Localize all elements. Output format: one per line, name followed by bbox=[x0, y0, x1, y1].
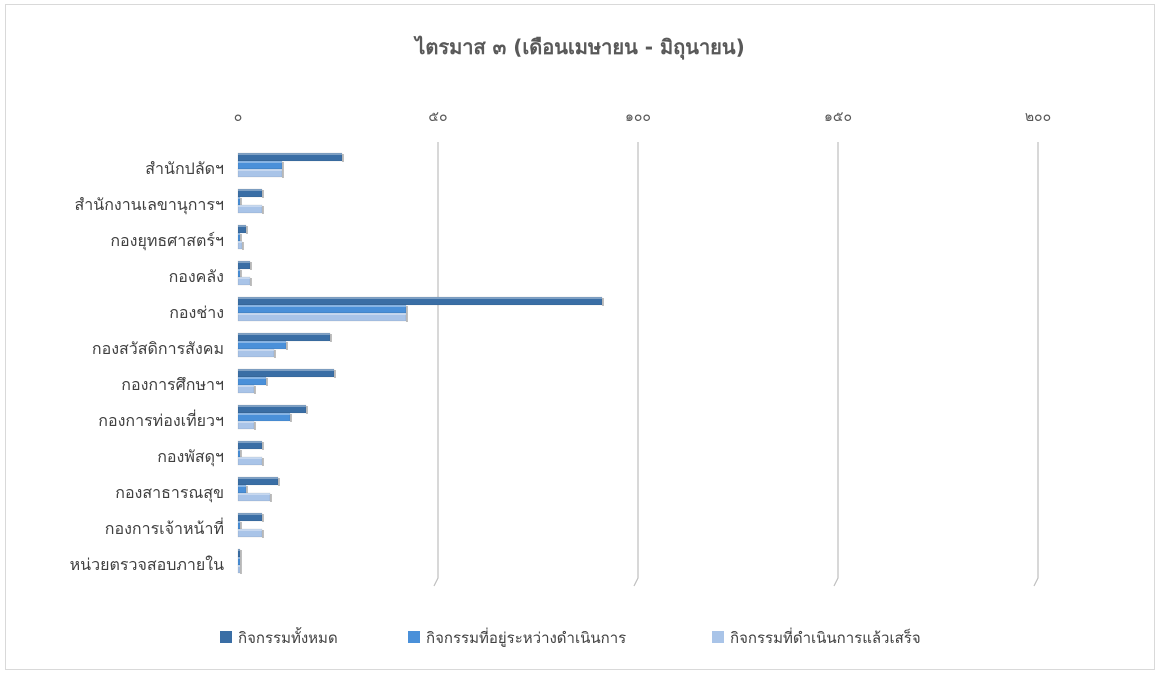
bar bbox=[237, 196, 242, 206]
bar bbox=[237, 448, 242, 458]
bar bbox=[237, 528, 264, 538]
gridlines bbox=[433, 142, 1039, 587]
bar bbox=[237, 204, 264, 214]
bar bbox=[237, 348, 276, 358]
x-tick-label: ๑๐๐ bbox=[625, 109, 651, 125]
category-label: หน่วยตรวจสอบภายใน bbox=[70, 555, 224, 574]
bar bbox=[237, 152, 344, 162]
bar bbox=[237, 548, 242, 558]
bar bbox=[237, 476, 280, 486]
bar bbox=[237, 512, 264, 522]
category-label: กองคลัง bbox=[169, 267, 224, 286]
chart-title: ไตรมาส ๓ (เดือนเมษายน - มิถุนายน) bbox=[413, 35, 744, 60]
bar bbox=[237, 304, 408, 314]
bar bbox=[237, 412, 292, 422]
bar bbox=[237, 276, 252, 286]
bar bbox=[237, 376, 268, 386]
legend-label: กิจกรรมที่ดำเนินการแล้วเสร็จ bbox=[730, 627, 921, 647]
bar bbox=[237, 404, 308, 414]
bar bbox=[237, 484, 248, 494]
category-label: สำนักปลัดฯ bbox=[145, 159, 224, 178]
legend: กิจกรรมทั้งหมด กิจกรรมที่อยู่ระหว่างดำเนิ… bbox=[220, 627, 921, 647]
x-tick-label: ๒๐๐ bbox=[1025, 109, 1051, 125]
bar bbox=[237, 520, 242, 530]
legend-item: กิจกรรมที่อยู่ระหว่างดำเนินการ bbox=[408, 627, 626, 647]
legend-item: กิจกรรมที่ดำเนินการแล้วเสร็จ bbox=[712, 627, 921, 647]
bar bbox=[237, 556, 242, 566]
category-label: สำนักงานเลขานุการฯ bbox=[75, 195, 225, 215]
category-label: กองยุทธศาสตร์ฯ bbox=[110, 231, 224, 251]
legend-swatch bbox=[712, 631, 724, 643]
bar bbox=[237, 492, 272, 502]
gridline bbox=[1033, 142, 1039, 587]
legend-label: กิจกรรมที่อยู่ระหว่างดำเนินการ bbox=[426, 627, 626, 647]
x-axis-ticks: ๐ ๕๐ ๑๐๐ ๑๕๐ ๒๐๐ bbox=[234, 109, 1051, 125]
bar bbox=[237, 268, 242, 278]
bar bbox=[237, 564, 242, 574]
bar bbox=[237, 188, 264, 198]
bar bbox=[237, 296, 604, 306]
bar bbox=[237, 160, 284, 170]
x-tick-label: ๐ bbox=[234, 109, 243, 125]
chart-frame bbox=[5, 4, 1155, 670]
bars bbox=[237, 152, 604, 574]
category-label: กองช่าง bbox=[169, 303, 224, 322]
bar bbox=[237, 384, 256, 394]
legend-label: กิจกรรมทั้งหมด bbox=[238, 627, 338, 647]
bar bbox=[237, 168, 284, 178]
legend-swatch bbox=[220, 631, 232, 643]
category-label: กองสาธารณสุข bbox=[115, 483, 224, 503]
bar bbox=[237, 332, 332, 342]
category-labels: สำนักปลัดฯสำนักงานเลขานุการฯกองยุทธศาสตร… bbox=[70, 159, 224, 574]
bar bbox=[237, 340, 288, 350]
legend-swatch bbox=[408, 631, 420, 643]
category-label: กองพัสดุฯ bbox=[157, 447, 224, 467]
bar bbox=[237, 232, 242, 242]
category-label: กองสวัสดิการสังคม bbox=[92, 339, 224, 358]
x-tick-label: ๕๐ bbox=[428, 109, 447, 125]
category-label: กองการศึกษาฯ bbox=[121, 375, 224, 394]
bar bbox=[237, 420, 256, 430]
bar bbox=[237, 224, 248, 234]
bar bbox=[237, 456, 264, 466]
gridline bbox=[633, 142, 639, 587]
category-label: กองการเจ้าหน้าที่ bbox=[105, 517, 224, 538]
bar bbox=[237, 312, 408, 322]
bar bbox=[237, 260, 252, 270]
x-tick-label: ๑๕๐ bbox=[824, 109, 852, 125]
category-label: กองการท่องเที่ยวฯ bbox=[98, 409, 224, 430]
gridline bbox=[833, 142, 839, 587]
bar bbox=[237, 240, 244, 250]
bar bbox=[237, 368, 336, 378]
bar bbox=[237, 440, 264, 450]
legend-item: กิจกรรมทั้งหมด bbox=[220, 627, 338, 647]
gridline bbox=[433, 142, 439, 587]
